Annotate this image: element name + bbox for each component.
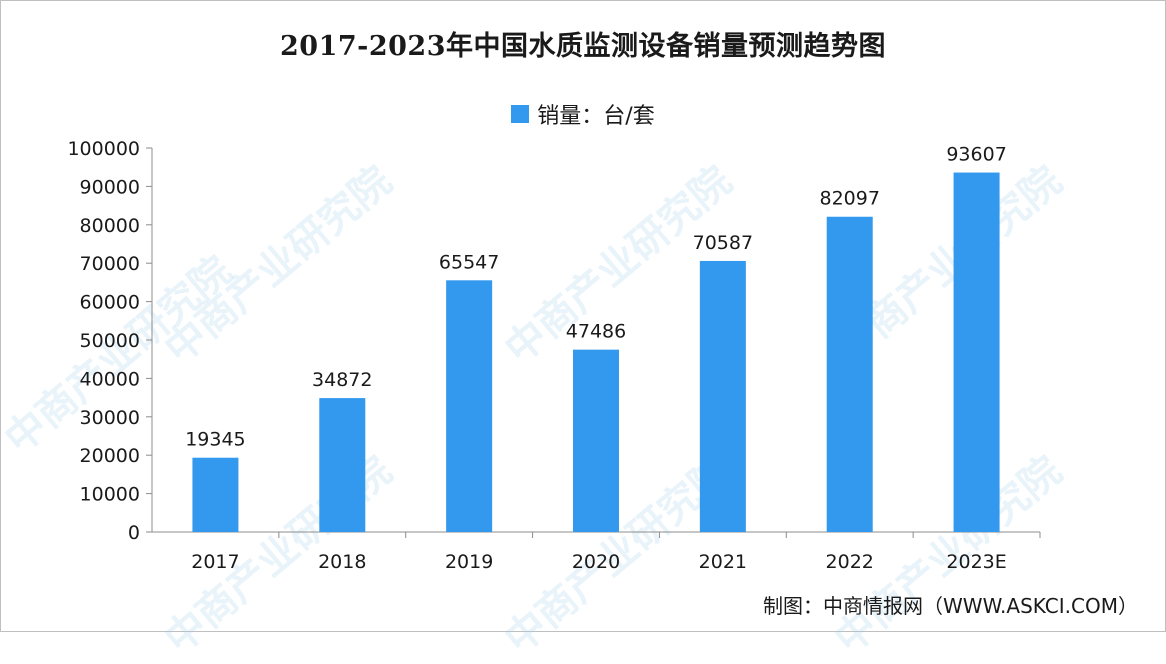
chart-title: 2017-2023年中国水质监测设备销量预测趋势图	[280, 31, 886, 62]
data-label: 34872	[312, 369, 372, 391]
bar	[573, 349, 619, 532]
x-tick-label: 2021	[699, 551, 747, 573]
bar	[319, 398, 366, 532]
chart-legend: 销量：台/套	[0, 98, 1166, 130]
y-tick-label: 30000	[80, 407, 140, 429]
x-tick-label: 2022	[826, 551, 874, 573]
y-tick-label: 60000	[80, 292, 140, 314]
bar	[192, 457, 239, 532]
x-tick-label: 2017	[191, 551, 239, 573]
y-tick-label: 40000	[80, 368, 140, 390]
bar	[446, 280, 493, 532]
data-label: 19345	[185, 429, 245, 451]
y-tick-label: 100000	[67, 138, 140, 160]
y-tick-label: 0	[128, 522, 140, 544]
legend-swatch	[511, 105, 530, 123]
y-tick-label: 90000	[80, 176, 140, 198]
y-tick-label: 50000	[80, 330, 140, 352]
x-tick-label: 2023E	[946, 551, 1006, 573]
y-tick-label: 10000	[80, 484, 140, 506]
bar	[826, 216, 873, 533]
legend-label: 销量：台/套	[537, 104, 655, 129]
data-label: 65547	[439, 251, 499, 273]
x-tick-label: 2019	[445, 551, 493, 573]
source-credit: 制图：中商情报网（WWW.ASKCI.COM）	[763, 594, 1138, 618]
y-tick-label: 20000	[80, 445, 140, 467]
y-tick-label: 80000	[80, 215, 140, 237]
bar	[699, 260, 746, 532]
data-label: 47486	[566, 321, 626, 343]
x-tick-label: 2020	[572, 551, 620, 573]
data-label: 70587	[693, 232, 753, 254]
data-label: 93607	[946, 144, 1006, 166]
bar	[953, 172, 1000, 532]
bar-chart: 0 10000 20000 30000 40000 50000 60000 70000 8000…	[67, 138, 1041, 573]
x-tick-label: 2018	[318, 551, 366, 573]
y-tick-label: 70000	[80, 253, 140, 275]
data-label: 82097	[819, 188, 879, 210]
